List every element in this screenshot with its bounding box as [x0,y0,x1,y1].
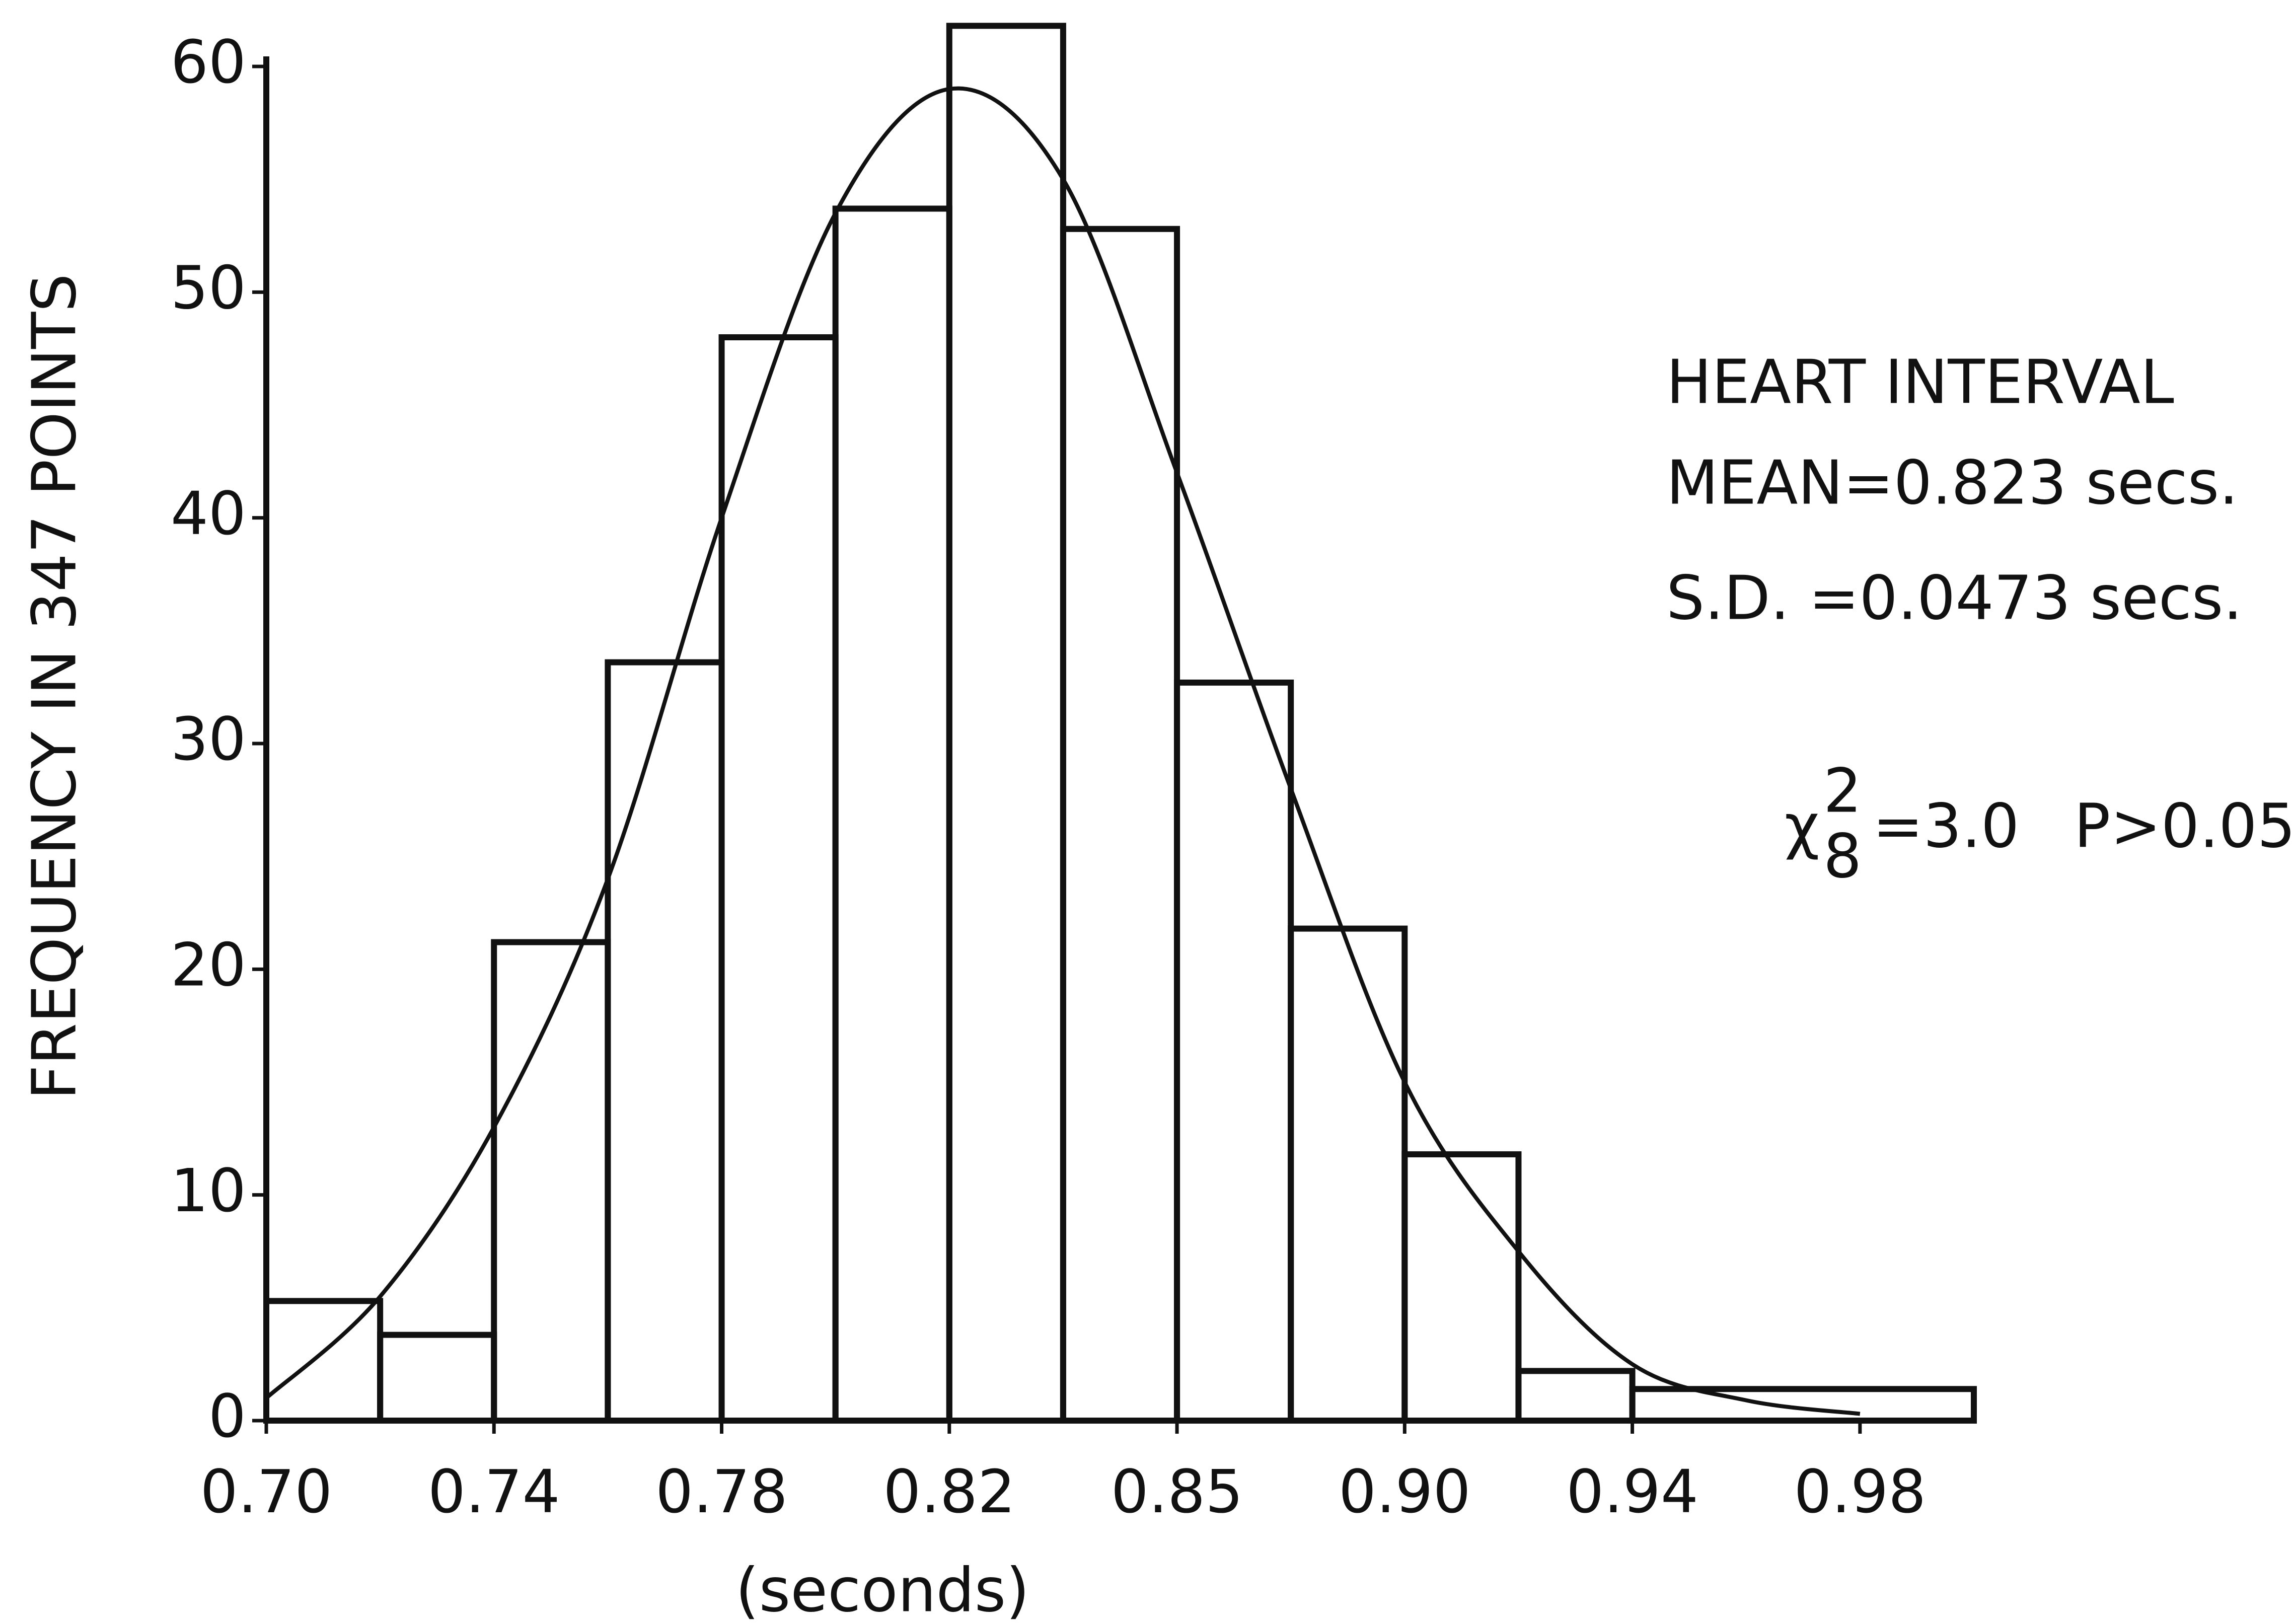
bar [1401,1151,1522,1424]
x-tick-label: 0.85 [1111,1457,1243,1526]
x-tick-label: 0.82 [883,1457,1015,1526]
annotation: HEART INTERVAL [1666,348,2174,418]
bar [605,659,725,1424]
bar [832,205,952,1424]
bar [1629,1386,1977,1424]
y-tick-label: 0 [208,1381,246,1451]
x-tick-label: 0.94 [1566,1457,1698,1526]
y-tick-label: 50 [171,253,246,323]
annotation: 2 [1823,757,1862,827]
y-tick-label: 40 [171,479,246,548]
y-tick-label: 30 [171,704,246,774]
annotation: P>0.05 [2074,792,2295,862]
annotation: 8 [1823,822,1862,892]
bar [1174,679,1294,1424]
annotation: =3.0 [1873,792,2019,862]
bar [1288,925,1408,1424]
x-tick-label: 0.98 [1794,1457,1926,1526]
y-axis-label: FREQUENCY IN 347 POINTS [20,273,90,1099]
bar [377,1332,497,1424]
bar [718,334,839,1424]
annotation: MEAN=0.823 secs. [1666,449,2238,519]
x-tick-label: 0.90 [1339,1457,1471,1526]
annotation: χ [1785,792,1819,862]
x-tick-label: 0.70 [200,1457,333,1526]
fit-curve [265,86,1861,1416]
x-tick-label: 0.74 [428,1457,560,1526]
bar [946,23,1066,1424]
x-tick-label: 0.78 [655,1457,788,1526]
y-tick-label: 20 [171,930,246,1000]
x-axis-label: (seconds) [735,1556,1029,1624]
bar [1060,226,1180,1424]
y-tick-label: 60 [171,27,246,97]
bar [263,1298,384,1424]
y-tick-label: 10 [171,1156,246,1225]
annotation: S.D. =0.0473 secs. [1666,564,2243,634]
bar [1515,1368,1636,1424]
